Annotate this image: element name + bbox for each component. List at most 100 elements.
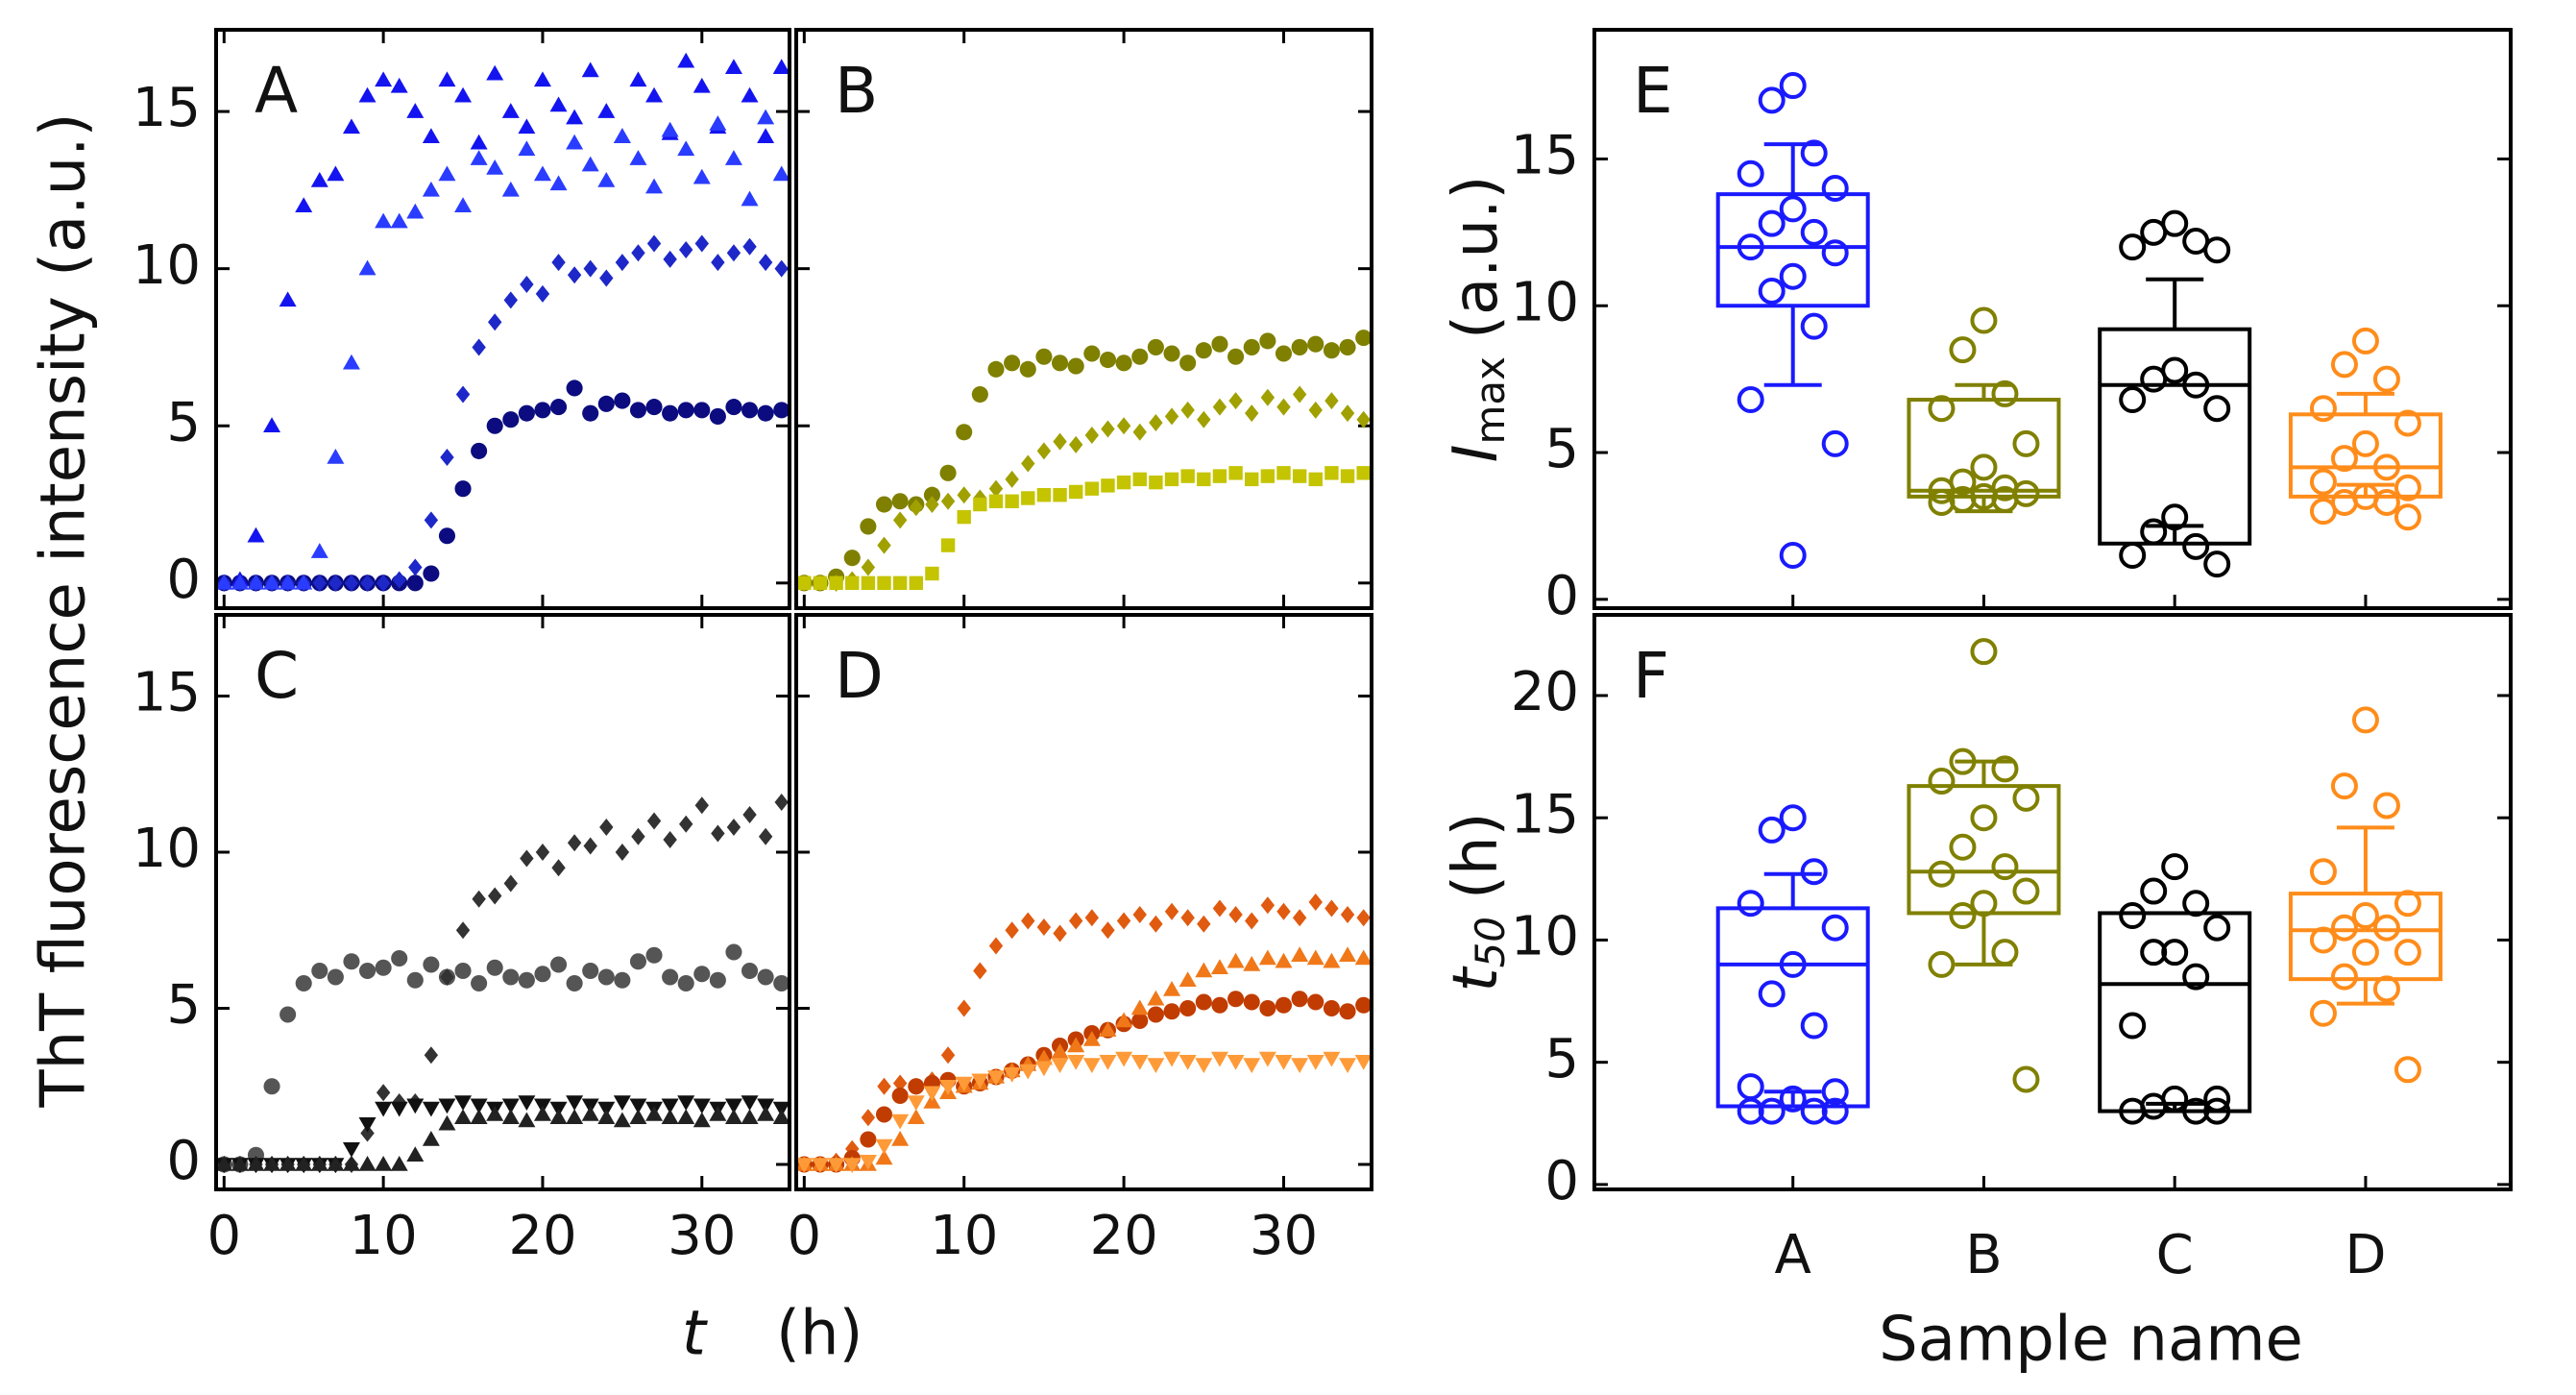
panel-letter: E — [1633, 54, 1673, 128]
y-label-unit: (a.u.) — [1441, 176, 1512, 339]
data-point — [1164, 902, 1179, 920]
data-point — [2351, 327, 2379, 355]
data-point — [1227, 348, 1245, 365]
data-point — [1245, 472, 1259, 487]
data-point — [925, 496, 939, 514]
data-point — [940, 538, 956, 552]
data-point — [725, 943, 742, 961]
data-point — [549, 956, 568, 973]
data-point — [741, 86, 759, 103]
data-point — [343, 953, 360, 970]
data-point — [391, 949, 408, 967]
data-point — [1197, 410, 1211, 428]
data-point — [486, 64, 504, 81]
data-point — [597, 395, 615, 412]
data-point — [1355, 996, 1373, 1014]
data-point — [679, 241, 693, 259]
data-point — [891, 1114, 910, 1130]
data-point — [342, 1156, 360, 1171]
data-point — [1758, 209, 1786, 237]
data-point — [724, 1098, 742, 1114]
data-point — [1068, 435, 1083, 453]
data-point — [615, 254, 630, 272]
data-point — [342, 1142, 360, 1158]
box — [1907, 398, 2061, 499]
data-point — [1340, 469, 1355, 483]
data-point — [406, 971, 424, 989]
data-point — [486, 1106, 504, 1121]
data-point — [827, 1158, 845, 1173]
data-point — [328, 574, 343, 592]
data-point — [566, 974, 583, 992]
data-point — [1003, 1067, 1021, 1083]
data-point — [663, 831, 677, 848]
data-point — [583, 259, 597, 278]
data-point — [375, 71, 393, 87]
data-point — [423, 956, 440, 973]
y-label-subscript: 50 — [1467, 917, 1514, 967]
data-point — [581, 1106, 599, 1121]
data-point — [988, 494, 1004, 508]
data-point — [376, 1084, 391, 1102]
data-point — [1340, 404, 1355, 423]
data-point — [907, 1095, 925, 1111]
data-point — [2119, 541, 2147, 569]
data-point — [2012, 877, 2040, 905]
data-point — [2182, 963, 2210, 991]
data-point — [2372, 975, 2400, 1003]
data-point — [518, 971, 535, 989]
data-point — [1067, 1037, 1085, 1053]
data-point — [1115, 1012, 1133, 1028]
data-point — [566, 109, 584, 125]
data-point — [455, 385, 471, 404]
data-point — [486, 417, 503, 434]
data-point — [358, 962, 377, 980]
data-point — [581, 61, 599, 78]
data-point — [502, 411, 520, 428]
data-point — [2372, 453, 2400, 481]
data-point — [358, 1117, 377, 1133]
x-tick-label: 30 — [668, 1205, 736, 1267]
box — [1715, 906, 1870, 1109]
data-point — [1800, 1012, 1828, 1040]
data-point — [1051, 1058, 1069, 1073]
data-point — [1291, 1058, 1309, 1073]
x-tick-label: 20 — [508, 1205, 576, 1267]
data-point — [1275, 996, 1293, 1014]
data-point — [1179, 971, 1197, 987]
data-point — [986, 1070, 1005, 1086]
y-tick-label: 10 — [133, 818, 201, 880]
data-point — [2140, 877, 2168, 905]
data-point — [503, 874, 518, 893]
data-point — [909, 499, 923, 517]
data-point — [940, 492, 956, 510]
data-point — [599, 819, 614, 836]
data-point — [645, 946, 663, 964]
data-point — [891, 493, 909, 510]
data-point — [549, 1109, 568, 1124]
data-point — [2203, 914, 2231, 942]
y-tick-label: 15 — [133, 662, 201, 724]
data-point — [679, 815, 693, 833]
data-point — [2182, 532, 2210, 560]
data-point — [1067, 1055, 1085, 1070]
data-point — [438, 527, 456, 545]
data-point — [533, 71, 551, 87]
data-point — [1821, 1097, 1849, 1125]
data-point — [582, 962, 599, 980]
data-point — [2330, 963, 2358, 991]
data-point — [1307, 993, 1324, 1011]
data-point — [773, 402, 790, 419]
data-point — [877, 575, 891, 591]
data-point — [597, 1109, 616, 1124]
data-point — [1758, 980, 1786, 1008]
plot-frame — [794, 28, 1373, 610]
data-point — [925, 566, 939, 581]
data-point — [1149, 475, 1163, 490]
data-point — [438, 1098, 456, 1114]
data-point — [327, 968, 344, 986]
data-point — [518, 1095, 536, 1111]
data-point — [438, 71, 456, 87]
data-point — [1019, 1064, 1037, 1080]
data-point — [2012, 1065, 2040, 1093]
